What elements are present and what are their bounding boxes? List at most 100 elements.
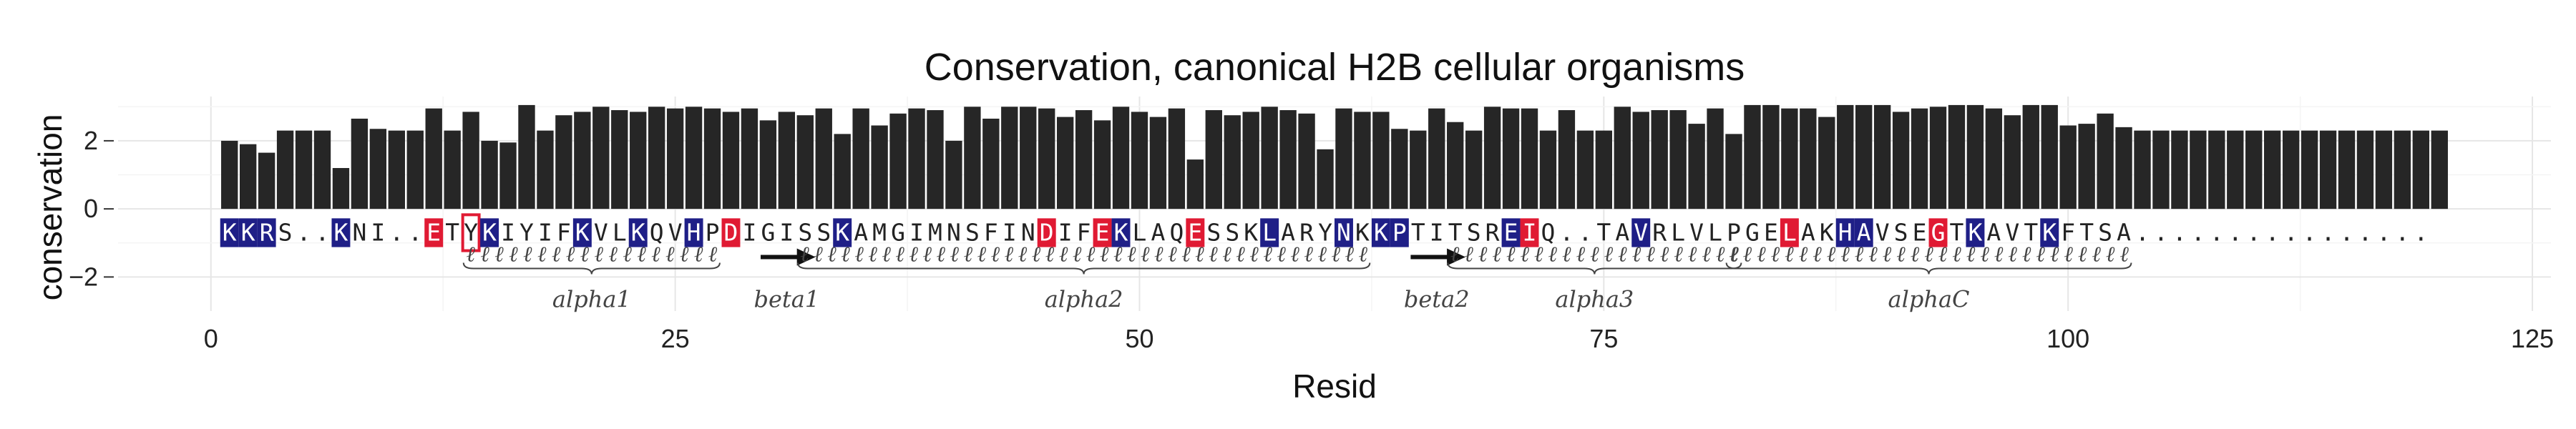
bar <box>1595 130 1613 209</box>
bar <box>462 112 479 209</box>
helix-turn-icon: ℓ <box>1359 242 1368 267</box>
bar <box>1576 130 1594 209</box>
residue-letter: I <box>501 218 515 246</box>
helix-turn-icon: ℓ <box>1896 242 1906 267</box>
bar <box>1410 130 1427 209</box>
residue-letter: Q <box>1169 218 1184 246</box>
ss-label-beta2: beta2 <box>1404 285 1470 312</box>
helix-turn-icon: ℓ <box>1100 242 1109 267</box>
residue-box-basic <box>628 218 648 247</box>
helix-turn-icon: ℓ <box>1660 242 1669 267</box>
residue-letter: K <box>1374 218 1388 246</box>
residue-box-basic <box>480 218 499 247</box>
helix-turn-icon: ℓ <box>608 242 618 267</box>
residue-letter: V <box>594 218 608 246</box>
helix-turn-icon: ℓ <box>2119 242 2129 267</box>
residue-letter: . <box>2265 218 2280 246</box>
bar <box>1465 130 1483 209</box>
x-tick-label: 0 <box>204 324 218 353</box>
bar <box>332 168 350 209</box>
helix-turn-icon: ℓ <box>623 242 632 267</box>
residue-letter: N <box>1337 218 1351 246</box>
residue-box-basic <box>1854 218 1873 247</box>
residue-letter: Y <box>464 218 478 246</box>
residue-box-basic <box>331 218 351 247</box>
residue-letter: S <box>1206 218 1221 246</box>
bar <box>1892 112 1910 209</box>
helix-turn-icon: ℓ <box>1263 242 1272 267</box>
residue-letter: A <box>2117 218 2131 246</box>
bar <box>796 115 814 209</box>
helix-turn-icon: ℓ <box>708 242 718 267</box>
bar <box>871 125 888 209</box>
helix-turn-icon: ℓ <box>509 242 518 267</box>
helix-turn-icon: ℓ <box>1938 242 1948 267</box>
helix-turn-icon: ℓ <box>1966 242 1976 267</box>
helix-turn-icon: ℓ <box>895 242 904 267</box>
helix-turn-icon: ℓ <box>800 242 809 267</box>
residue-letter: L <box>1133 218 1147 246</box>
x-tick-label: 25 <box>661 324 690 353</box>
residue-letter: . <box>297 218 311 246</box>
residue-letter: R <box>1299 218 1314 246</box>
bar <box>499 142 517 209</box>
residue-box-acidic <box>1520 218 1539 247</box>
bar <box>1112 107 1130 209</box>
residue-letter: A <box>1151 218 1165 246</box>
residue-box-basic <box>1835 218 1855 247</box>
residue-letter: . <box>2135 218 2150 246</box>
residue-box-basic <box>1631 218 1651 247</box>
helix-turn-icon: ℓ <box>1304 242 1313 267</box>
residue-letter: T <box>1411 218 1425 246</box>
residue-letter: Q <box>650 218 664 246</box>
residue-box-basic <box>220 218 239 247</box>
residue-letter: K <box>1820 218 1834 246</box>
residue-letter: K <box>835 218 849 246</box>
residue-letter: V <box>1875 218 1890 246</box>
bar <box>1688 124 1705 209</box>
helix-turn-icon: ℓ <box>1604 242 1614 267</box>
bar <box>592 107 610 209</box>
bar <box>2431 130 2448 209</box>
bar <box>1483 107 1501 209</box>
bar <box>1186 159 1204 209</box>
helix-turn-icon: ℓ <box>466 242 475 267</box>
residue-letter: G <box>1745 218 1760 246</box>
bar <box>2412 130 2429 209</box>
bar <box>2190 130 2207 209</box>
helix-turn-icon: ℓ <box>991 242 1000 267</box>
strand-arrow-icon <box>796 248 816 266</box>
helix-turn-icon: ℓ <box>1331 242 1340 267</box>
bar <box>1447 122 1464 209</box>
residue-letter: . <box>2191 218 2205 246</box>
residue-letter: E <box>1504 218 1518 246</box>
residue-box-acidic <box>1928 218 1948 247</box>
bar <box>741 108 758 209</box>
helix-turn-icon: ℓ <box>1590 242 1599 267</box>
bar <box>1614 107 1631 209</box>
residue-letter: S <box>278 218 293 246</box>
helix-turn-icon: ℓ <box>1168 242 1177 267</box>
helix-turn-icon: ℓ <box>1478 242 1488 267</box>
helix-turn-icon: ℓ <box>1994 242 2004 267</box>
residue-letter: D <box>724 218 738 246</box>
residue-letter: M <box>928 218 942 246</box>
helix-turn-icon: ℓ <box>1073 242 1082 267</box>
bar <box>852 108 869 209</box>
residue-box-basic <box>684 218 703 247</box>
bar <box>1521 108 1538 209</box>
bar <box>1762 104 1780 209</box>
bar <box>221 140 238 209</box>
ss-label-alpha2: alpha2 <box>1045 285 1123 312</box>
residue-letter: I <box>1002 218 1017 246</box>
bar <box>1707 108 1724 209</box>
helix-turn-icon: ℓ <box>1086 242 1096 267</box>
residue-box-basic <box>1371 218 1390 247</box>
bar <box>1781 108 1798 209</box>
bar <box>611 110 628 209</box>
residue-letter: K <box>223 218 237 246</box>
helix-turn-icon: ℓ <box>1534 242 1543 267</box>
residue-box-basic <box>572 218 592 247</box>
